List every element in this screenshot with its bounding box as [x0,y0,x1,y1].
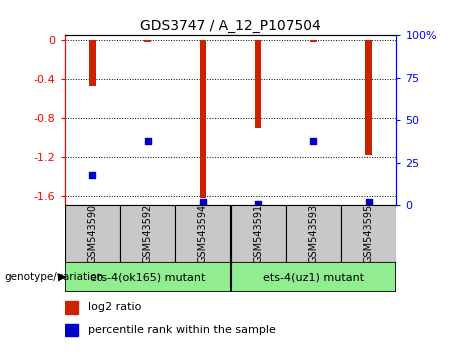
Text: GSM543593: GSM543593 [308,204,319,263]
Bar [65,262,230,292]
Title: GDS3747 / A_12_P107504: GDS3747 / A_12_P107504 [140,19,321,33]
Point [310,138,317,144]
Bar [65,205,120,262]
Point [199,199,207,205]
Point [365,199,372,205]
Text: GSM543594: GSM543594 [198,204,208,263]
Bar [341,205,396,262]
Bar [255,40,261,128]
Text: GSM543591: GSM543591 [253,204,263,263]
Bar [65,301,78,314]
Bar [65,324,78,336]
Point [144,138,151,144]
Bar [120,205,175,262]
Bar [286,205,341,262]
Text: GSM543592: GSM543592 [142,204,153,263]
Bar [144,40,151,42]
Point [254,201,262,206]
Text: ets-4(uz1) mutant: ets-4(uz1) mutant [263,272,364,282]
Text: percentile rank within the sample: percentile rank within the sample [88,325,276,335]
Point [89,172,96,178]
Bar [200,40,206,198]
Text: ets-4(ok165) mutant: ets-4(ok165) mutant [90,272,205,282]
Bar [175,205,230,262]
Bar [230,205,286,262]
Bar [230,262,396,292]
Bar [89,40,95,86]
Text: GSM543595: GSM543595 [364,204,374,263]
Text: log2 ratio: log2 ratio [88,302,141,312]
Text: ▶: ▶ [58,272,66,282]
Bar [310,40,317,42]
Text: genotype/variation: genotype/variation [5,272,104,282]
Text: GSM543590: GSM543590 [87,204,97,263]
Bar [366,40,372,155]
